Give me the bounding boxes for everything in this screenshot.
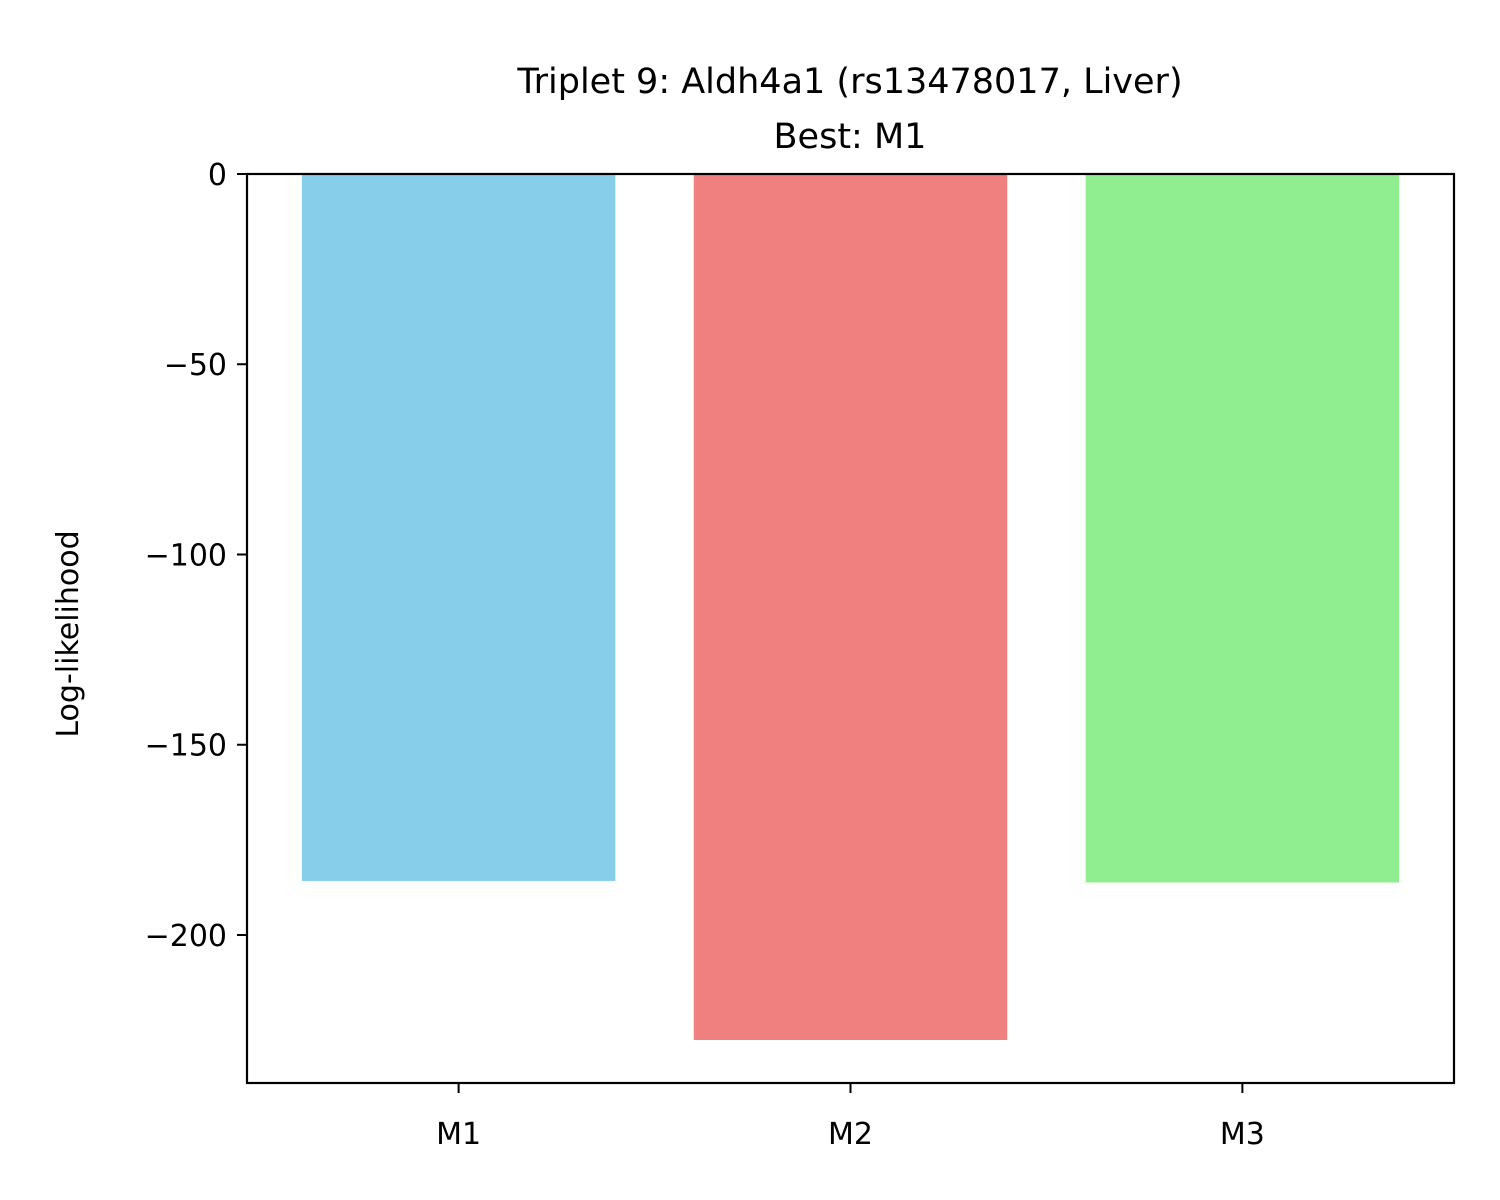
y-tick-label: −150 bbox=[145, 729, 227, 764]
x-tick-label: M1 bbox=[436, 1117, 481, 1152]
y-axis-label: Log-likelihood bbox=[51, 530, 86, 737]
y-tick-label: −200 bbox=[145, 919, 227, 954]
bar-m1 bbox=[301, 174, 616, 881]
bar-m2 bbox=[693, 174, 1008, 1041]
chart-subtitle: Best: M1 bbox=[774, 117, 927, 157]
x-tick-label: M2 bbox=[828, 1117, 873, 1152]
y-axis-ticks: 0 −50 −100 −150 −200 bbox=[145, 158, 247, 954]
y-tick-label: −50 bbox=[164, 348, 227, 383]
x-tick-label: M3 bbox=[1220, 1117, 1265, 1152]
plot-area-frame bbox=[245, 172, 1456, 1085]
bar-m3 bbox=[1085, 174, 1400, 883]
chart-title: Triplet 9: Aldh4a1 (rs13478017, Liver) bbox=[516, 62, 1182, 102]
bars-layer bbox=[301, 174, 1400, 1041]
x-axis-ticks: M1 M2 M3 bbox=[436, 1083, 1265, 1152]
y-tick-label: 0 bbox=[208, 158, 227, 193]
y-tick-label: −100 bbox=[145, 538, 227, 573]
